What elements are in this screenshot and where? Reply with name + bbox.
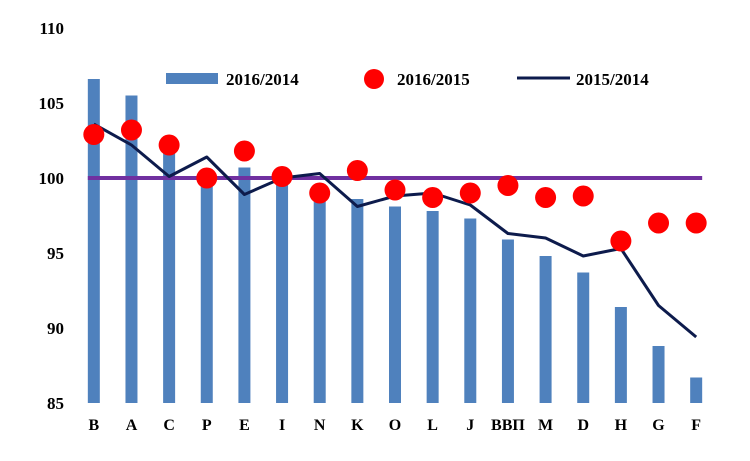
x-tick-label: D: [577, 417, 589, 434]
scatter-point: [497, 175, 519, 196]
x-axis: B A C P E I N K O L J ВВП M D H G F: [88, 417, 701, 434]
scatter-series: [83, 119, 707, 252]
scatter-point: [271, 166, 293, 187]
scatter-point: [572, 185, 594, 207]
y-tick-label: 95: [47, 244, 64, 263]
scatter-point: [422, 187, 444, 208]
x-tick-label: P: [202, 417, 212, 434]
legend: 2016/2014 2016/2015 2015/2014: [166, 69, 649, 89]
scatter-point: [233, 140, 255, 162]
bar: [690, 377, 703, 403]
bar: [426, 211, 439, 403]
x-tick-label: O: [389, 417, 401, 434]
bar: [87, 79, 100, 403]
bar: [577, 272, 590, 403]
bar: [163, 151, 176, 403]
legend-swatch-bars: [166, 73, 218, 84]
legend-swatch-dots: [364, 69, 384, 89]
y-tick-label: 100: [39, 169, 65, 188]
scatter-point: [309, 182, 331, 204]
scatter-point: [120, 119, 142, 141]
bar: [125, 95, 138, 403]
bar: [238, 167, 251, 403]
legend-label-line: 2015/2014: [576, 70, 649, 89]
bar: [313, 193, 326, 403]
scatter-point: [346, 160, 368, 181]
legend-label-bars: 2016/2014: [226, 70, 299, 89]
bar: [389, 206, 401, 403]
scatter-point: [196, 167, 218, 189]
bar: [351, 199, 364, 403]
scatter-point: [648, 212, 670, 234]
x-tick-label: M: [538, 417, 553, 434]
x-tick-label: I: [279, 417, 285, 434]
x-tick-label: N: [314, 417, 326, 434]
scatter-point: [535, 187, 557, 208]
y-tick-label: 105: [39, 94, 65, 113]
scatter-point: [384, 179, 406, 201]
x-tick-label: F: [691, 417, 701, 434]
x-tick-label: C: [163, 417, 175, 434]
x-tick-label: ВВП: [491, 417, 525, 434]
bar: [539, 256, 552, 403]
legend-label-dots: 2016/2015: [397, 70, 470, 89]
x-tick-label: A: [126, 417, 138, 434]
bar: [200, 178, 213, 403]
scatter-point: [685, 212, 707, 234]
bar: [464, 218, 477, 403]
scatter-point: [459, 182, 481, 204]
y-tick-label: 110: [39, 19, 64, 38]
x-tick-label: B: [88, 417, 99, 434]
bar-series: [87, 79, 703, 403]
x-tick-label: H: [615, 417, 628, 434]
y-axis: 85 90 95 100 105 110: [39, 19, 65, 413]
x-tick-label: K: [351, 417, 364, 434]
scatter-point: [610, 230, 632, 252]
x-tick-label: E: [239, 417, 250, 434]
bar: [614, 307, 627, 403]
scatter-point: [83, 124, 105, 145]
y-tick-label: 90: [47, 319, 64, 338]
x-tick-label: J: [466, 417, 474, 434]
bar: [501, 239, 514, 403]
y-tick-label: 85: [47, 394, 64, 413]
x-tick-label: L: [427, 417, 438, 434]
x-tick-label: G: [652, 417, 665, 434]
bar: [652, 346, 665, 403]
scatter-point: [158, 134, 180, 156]
bar: [276, 178, 289, 403]
